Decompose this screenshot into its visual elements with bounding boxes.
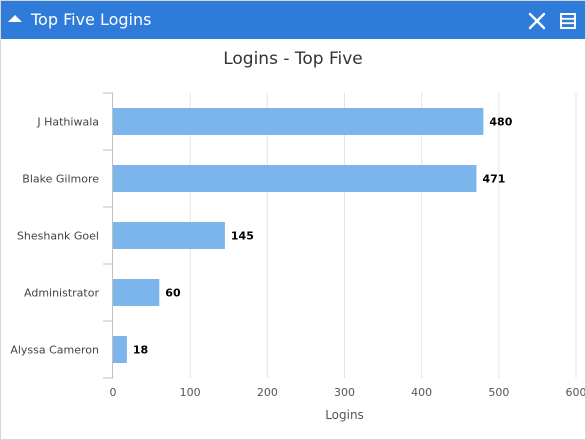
data-label: 480 bbox=[489, 116, 512, 129]
data-label: 18 bbox=[133, 344, 148, 357]
bar bbox=[113, 336, 127, 363]
x-tick-label: 600 bbox=[566, 386, 586, 399]
data-label: 145 bbox=[231, 230, 254, 243]
x-tick-label: 0 bbox=[110, 386, 117, 399]
category-label: Sheshank Goel bbox=[17, 230, 99, 243]
data-label: 471 bbox=[482, 173, 505, 186]
close-icon bbox=[528, 12, 546, 30]
axes bbox=[103, 92, 113, 379]
bars bbox=[113, 108, 484, 363]
menu-button[interactable] bbox=[558, 11, 578, 31]
bar bbox=[113, 222, 225, 249]
x-tick-label: 400 bbox=[411, 386, 432, 399]
x-tick-label: 100 bbox=[180, 386, 201, 399]
category-label: Alyssa Cameron bbox=[10, 344, 99, 357]
bar bbox=[113, 165, 477, 192]
x-tick-label: 300 bbox=[334, 386, 355, 399]
collapse-button[interactable] bbox=[5, 9, 25, 29]
category-label: J Hathiwala bbox=[36, 116, 99, 129]
close-button[interactable] bbox=[527, 11, 547, 31]
logins-bar-chart: Logins - Top Five 0 100 200 300 400 500 600 J H… bbox=[10, 49, 585, 422]
chevron-up-icon bbox=[8, 15, 22, 22]
x-tick-label: 500 bbox=[488, 386, 509, 399]
data-label: 60 bbox=[165, 287, 181, 300]
widget-header: Top Five Logins bbox=[1, 1, 585, 39]
bar bbox=[113, 108, 484, 135]
chart-title: Logins - Top Five bbox=[223, 49, 363, 69]
category-label: Administrator bbox=[24, 287, 99, 300]
bar bbox=[113, 279, 160, 306]
widget-title: Top Five Logins bbox=[31, 10, 152, 29]
category-label: Blake Gilmore bbox=[22, 173, 99, 186]
menu-icon bbox=[560, 13, 576, 29]
x-axis-title: Logins bbox=[325, 408, 364, 422]
x-tick-label: 200 bbox=[257, 386, 278, 399]
chart-area: Logins - Top Five 0 100 200 300 400 500 600 J H… bbox=[1, 39, 585, 439]
labels: 0 100 200 300 400 500 600 J Hathiwala 480 Blake G… bbox=[10, 116, 585, 400]
